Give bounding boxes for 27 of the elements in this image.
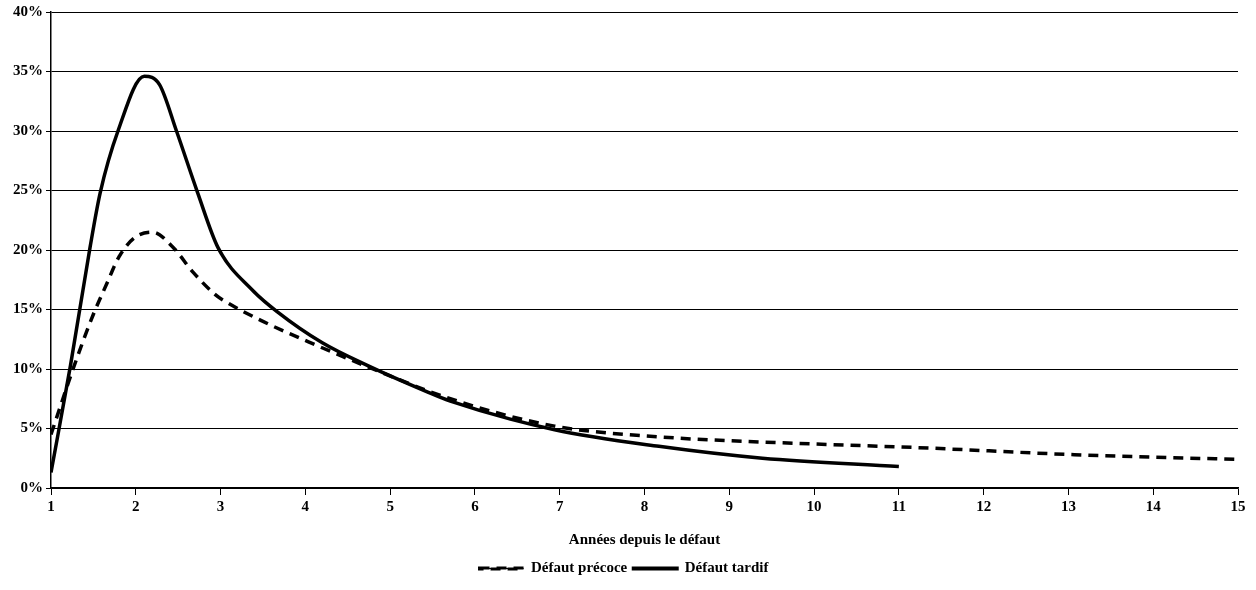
x-tick-label: 8 <box>640 497 649 514</box>
x-tick-label: 2 <box>132 497 140 514</box>
y-tick-label: 30% <box>13 121 43 138</box>
x-tick-label: 9 <box>725 497 734 514</box>
x-tick-label: 13 <box>1060 497 1076 514</box>
x-tick-label: 6 <box>471 497 480 514</box>
x-tick-label: 4 <box>301 497 310 514</box>
y-tick-label: 40% <box>13 2 43 19</box>
legend-label: Défaut tardif <box>684 559 770 576</box>
legend-label: Défaut précoce <box>531 559 628 576</box>
x-tick-label: 1 <box>47 497 55 514</box>
y-tick-label: 35% <box>13 62 43 79</box>
x-tick-label: 3 <box>216 497 225 514</box>
y-tick-label: 15% <box>13 300 43 317</box>
x-tick-label: 10 <box>806 497 822 514</box>
x-axis-title: Années depuis le défaut <box>568 530 721 547</box>
y-tick-label: 0% <box>20 478 43 495</box>
x-tick-label: 15 <box>1230 497 1246 514</box>
x-tick-label: 7 <box>555 497 564 514</box>
x-tick-label: 12 <box>976 497 992 514</box>
x-tick-label: 5 <box>386 497 394 514</box>
x-tick-label: 11 <box>891 497 906 514</box>
x-tick-label: 14 <box>1145 497 1162 514</box>
y-tick-label: 5% <box>20 419 43 436</box>
y-tick-label: 10% <box>13 359 43 376</box>
y-tick-label: 20% <box>13 240 43 257</box>
y-tick-label: 25% <box>13 181 43 198</box>
